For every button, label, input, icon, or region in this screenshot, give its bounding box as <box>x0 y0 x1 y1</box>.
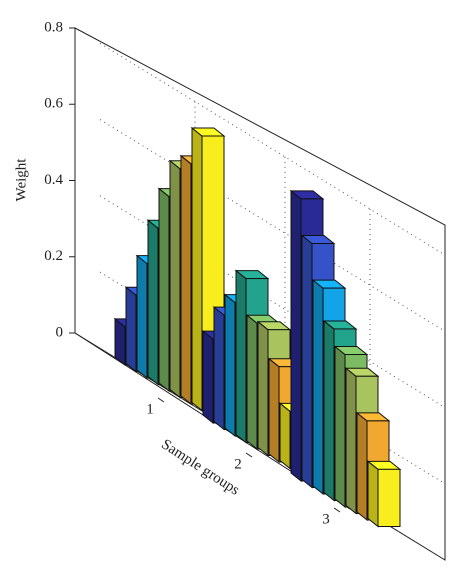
bar <box>366 460 402 528</box>
bar-side <box>268 357 280 464</box>
bar-side <box>334 345 346 509</box>
bar-side <box>312 279 324 496</box>
bar-side <box>158 187 170 393</box>
x-tick-label: 3 <box>322 511 330 527</box>
bar-side <box>202 330 214 425</box>
bar-side <box>257 320 269 457</box>
bar-side <box>125 286 137 373</box>
bar-side <box>169 159 181 399</box>
bar-side <box>290 189 302 483</box>
y-tick-label: 0 <box>56 324 64 340</box>
y-tick-label: 0.4 <box>44 172 63 188</box>
y-tick-label: 0.6 <box>44 96 63 112</box>
x-tick <box>157 397 165 403</box>
bar-side <box>367 460 379 528</box>
x-tick-label: 1 <box>146 401 154 417</box>
bar-side <box>301 234 313 489</box>
bar-side <box>356 411 368 522</box>
x-tick-label: 2 <box>234 456 242 472</box>
bar-side <box>147 219 159 386</box>
bar-side <box>191 126 203 412</box>
y-tick-label: 0.8 <box>44 19 63 35</box>
y-axis-label: Weight <box>13 158 29 202</box>
bar-side <box>136 254 148 380</box>
y-tick-label: 0.2 <box>44 248 63 264</box>
bar-side <box>213 306 225 431</box>
bar-side <box>323 319 335 502</box>
bar-front <box>377 468 401 527</box>
bar-side <box>224 293 236 438</box>
x-tick <box>333 507 341 513</box>
bar-side <box>279 402 291 470</box>
bar-side <box>235 269 247 444</box>
bar-side <box>180 154 192 406</box>
x-tick <box>245 452 253 458</box>
bar-side <box>246 314 258 451</box>
x-axis-label: Sample groups <box>158 436 242 498</box>
bar-side <box>345 367 357 515</box>
